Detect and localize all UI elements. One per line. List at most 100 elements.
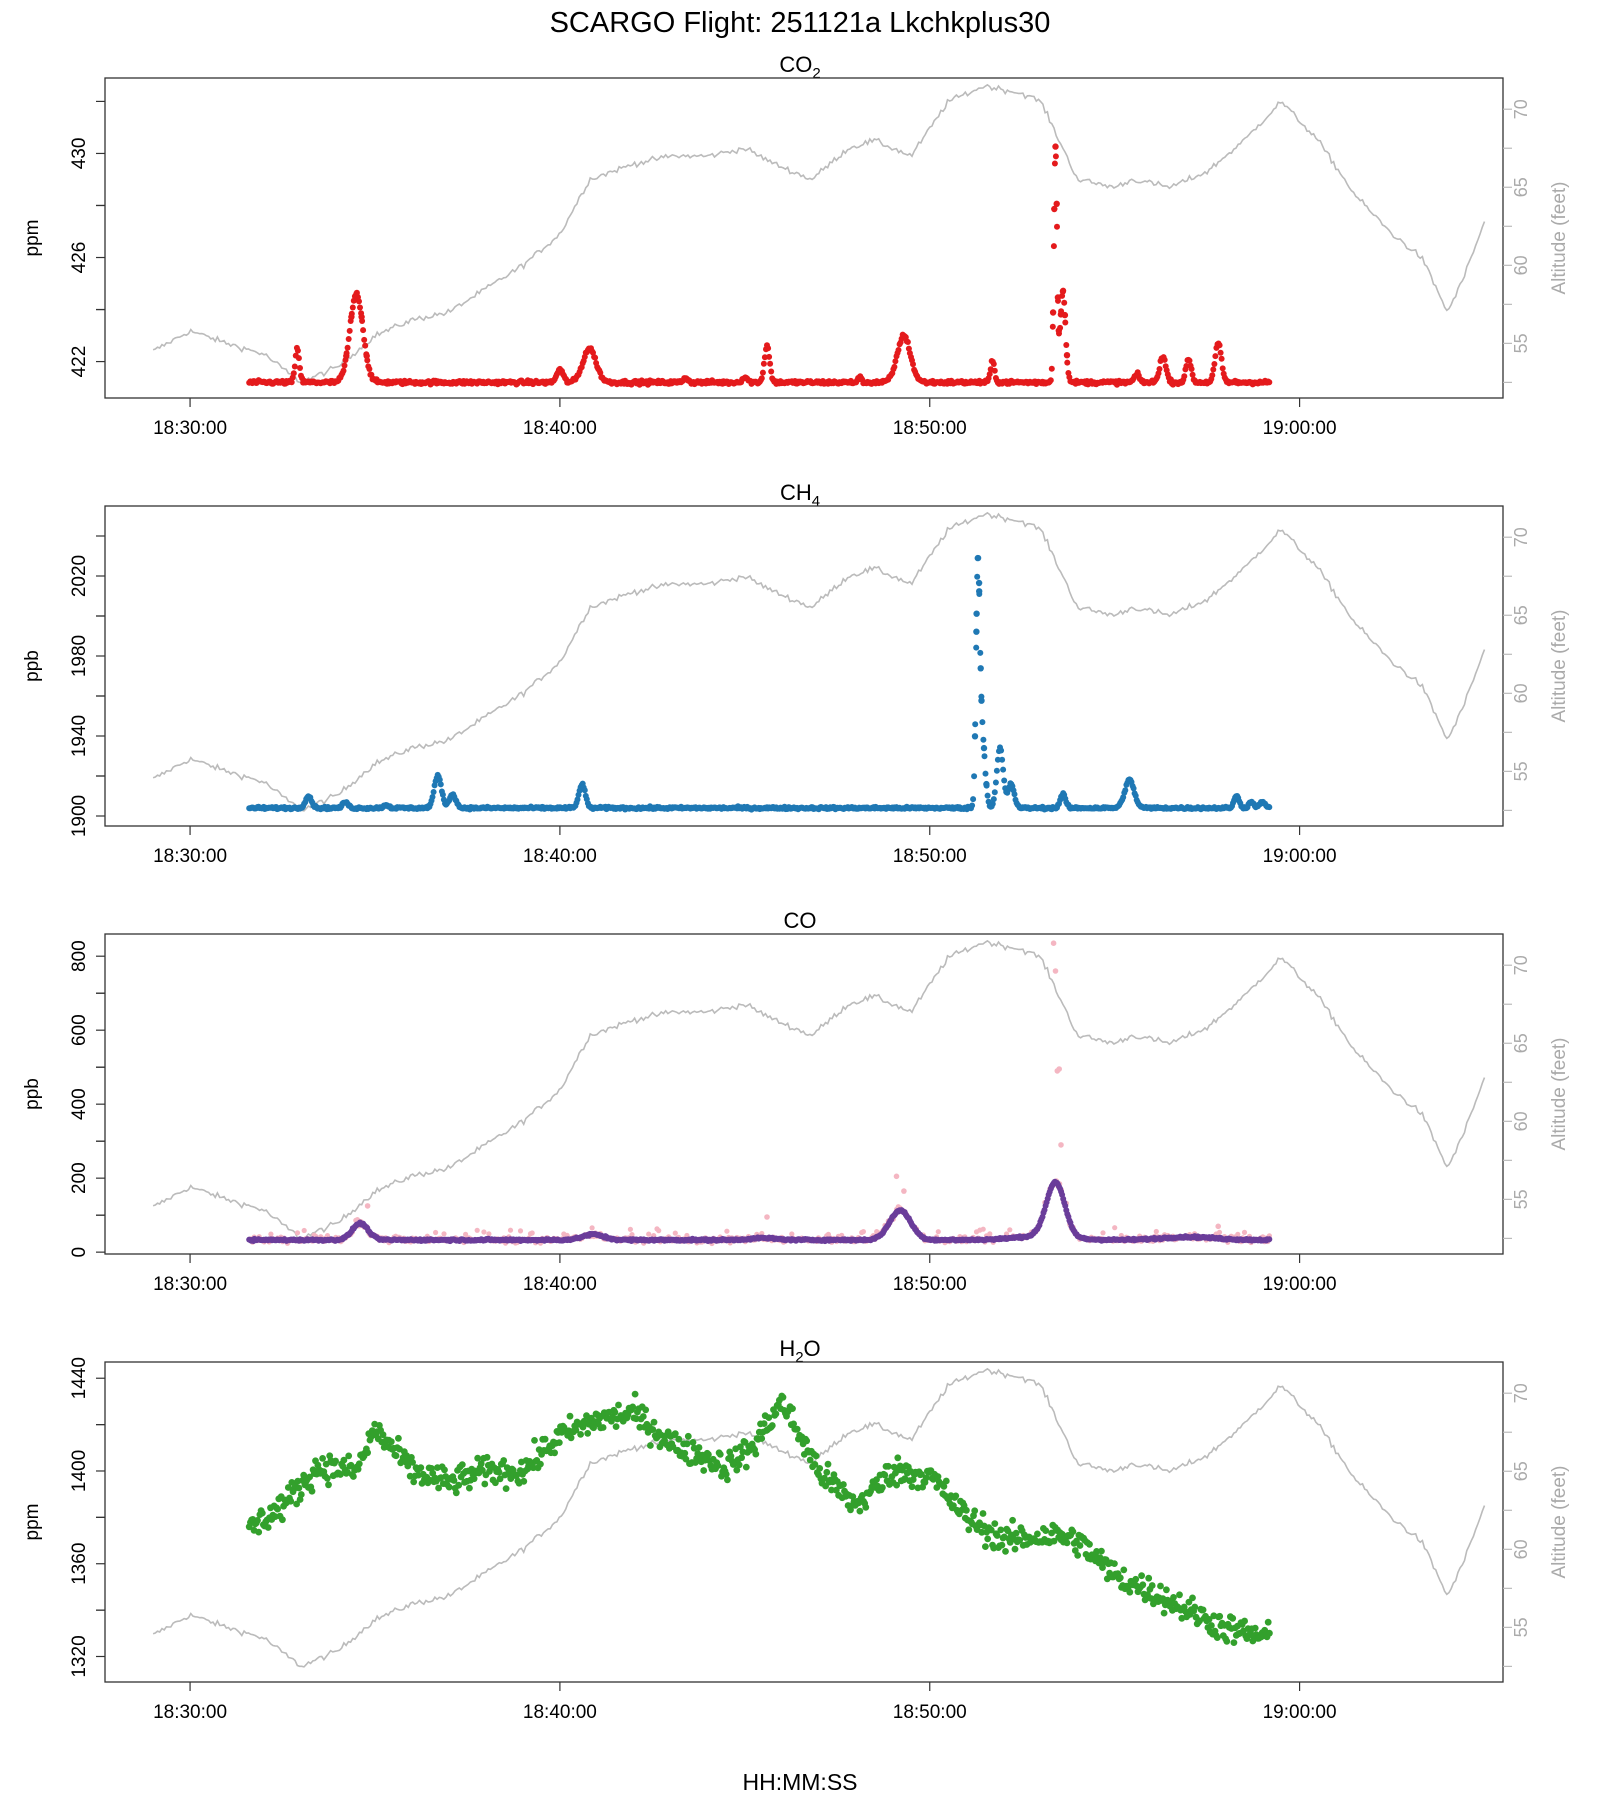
- data-point: [1054, 223, 1060, 230]
- peak-point: [977, 665, 984, 672]
- x-tick-label: 18:50:00: [893, 418, 967, 439]
- data-point: [789, 1405, 796, 1412]
- altitude-axis-label: Altitude (feet): [1549, 182, 1570, 295]
- data-point: [965, 1526, 973, 1534]
- data-point: [984, 792, 991, 799]
- alt-tick-label: 65: [1511, 1033, 1531, 1053]
- data-point: [752, 1450, 760, 1458]
- data-point: [1069, 1528, 1077, 1535]
- data-point: [971, 773, 978, 780]
- data-point: [642, 1406, 650, 1414]
- data-point: [417, 1464, 425, 1471]
- data-point: [993, 1532, 1001, 1539]
- data-point: [360, 327, 367, 334]
- data-point: [470, 1475, 478, 1483]
- data-point: [760, 360, 767, 367]
- data-point: [500, 1457, 508, 1464]
- raw-point: [474, 1227, 480, 1233]
- data-point: [290, 370, 297, 377]
- data-point: [1251, 1624, 1259, 1632]
- raw-point: [433, 1229, 439, 1236]
- data-point: [495, 1468, 503, 1476]
- data-point: [998, 747, 1005, 754]
- peak-point: [1054, 294, 1062, 301]
- data-point: [436, 776, 443, 783]
- raw-point: [481, 1229, 487, 1235]
- raw-spike: [1215, 1223, 1221, 1230]
- data-point: [483, 1453, 491, 1461]
- data-point: [295, 355, 302, 362]
- data-point: [255, 1528, 263, 1536]
- raw-point: [860, 1229, 867, 1235]
- data-point: [531, 1437, 538, 1444]
- y-tick-label: 1320: [69, 1635, 90, 1677]
- data-point: [1074, 1552, 1082, 1559]
- peak-point: [1061, 311, 1069, 319]
- y-axis-label-ch4: ppb: [22, 650, 43, 682]
- data-point: [349, 304, 356, 311]
- data-point: [980, 736, 987, 743]
- data-point: [458, 1461, 466, 1468]
- data-point: [766, 353, 773, 360]
- raw-point: [1007, 1227, 1013, 1233]
- altitude-axis-label: Altitude (feet): [1549, 1038, 1570, 1151]
- data-point: [714, 1462, 722, 1469]
- peak-point: [343, 352, 350, 360]
- raw-spike: [893, 1173, 900, 1180]
- x-tick-label: 18:50:00: [893, 1274, 967, 1295]
- data-point: [981, 753, 988, 760]
- data-point: [355, 1460, 363, 1468]
- data-point: [1191, 1603, 1199, 1611]
- data-point: [1062, 319, 1069, 326]
- data-point: [1061, 299, 1068, 306]
- alt-tick-label: 60: [1511, 255, 1531, 275]
- x-tick-label: 18:30:00: [153, 1274, 227, 1295]
- raw-point: [529, 1230, 535, 1236]
- alt-tick-label: 55: [1511, 333, 1531, 353]
- raw-point: [1216, 1229, 1223, 1235]
- x-tick-label: 18:40:00: [523, 418, 597, 439]
- data-point: [502, 1485, 510, 1492]
- data-point: [1230, 1639, 1238, 1646]
- data-point: [910, 361, 916, 368]
- alt-tick-label: 70: [1511, 527, 1531, 547]
- altitude-axis-label: Altitude (feet): [1549, 610, 1570, 723]
- raw-spike: [901, 1188, 907, 1194]
- data-point: [1098, 1547, 1105, 1555]
- data-point: [1211, 361, 1218, 367]
- data-point: [1176, 1591, 1183, 1599]
- data-point: [772, 1410, 780, 1418]
- alt-tick-label: 65: [1511, 1461, 1531, 1481]
- data-point: [1223, 1637, 1231, 1645]
- y-axis-label-h2o: ppm: [22, 1504, 43, 1541]
- data-point: [287, 1497, 295, 1505]
- data-point: [1264, 1618, 1272, 1626]
- plot-frame-ch4: [104, 505, 1504, 827]
- y-tick-label: 0: [69, 1247, 90, 1258]
- data-point: [891, 363, 898, 370]
- x-tick-label: 18:40:00: [523, 846, 597, 867]
- data-point: [345, 1452, 353, 1460]
- alt-tick-label: 65: [1511, 605, 1531, 625]
- data-point: [466, 1484, 473, 1492]
- y-tick-label: 1440: [69, 1357, 90, 1399]
- data-point: [990, 796, 997, 803]
- data-point: [972, 721, 979, 728]
- data-point: [258, 1509, 266, 1517]
- data-point: [639, 1413, 647, 1420]
- data-point: [452, 1489, 460, 1497]
- raw-point: [1112, 1225, 1118, 1231]
- peak-point: [973, 610, 980, 617]
- y-tick-label: 430: [69, 138, 90, 170]
- data-point: [1139, 1581, 1147, 1589]
- y-tick-label: 2020: [69, 555, 90, 597]
- data-point: [345, 336, 352, 342]
- data-point: [1189, 1594, 1196, 1602]
- data-point: [705, 1451, 712, 1458]
- peak-point: [353, 290, 360, 298]
- data-point: [997, 1526, 1005, 1534]
- data-point: [437, 781, 444, 788]
- data-point: [274, 1505, 281, 1513]
